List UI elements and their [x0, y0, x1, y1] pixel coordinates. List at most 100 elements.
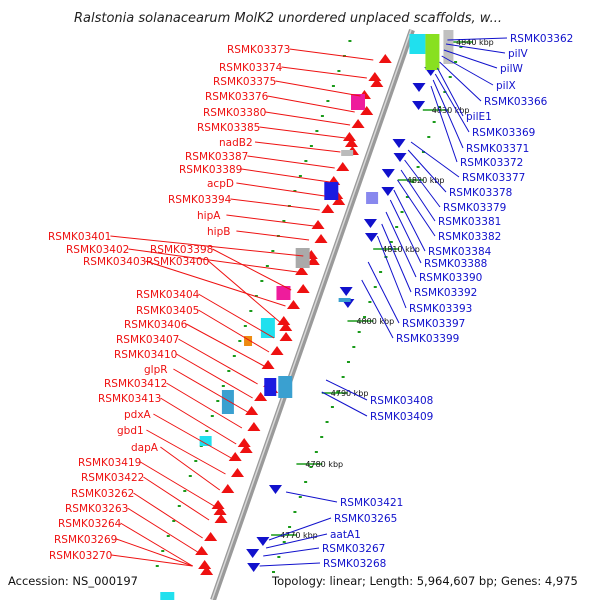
left-label-hipa: hipA [197, 210, 221, 222]
leader-line-left [173, 368, 248, 413]
guide-dot-right [373, 286, 377, 288]
left-label-rsmk03262: RSMK03262 [71, 488, 134, 500]
right-label-rsmk03388: RSMK03388 [424, 258, 487, 270]
guide-dot-right [282, 541, 286, 543]
guide-dot-right [421, 151, 425, 153]
guide-dot-left [155, 565, 159, 567]
tick-label-4790-kbp: 4790 kbp [331, 389, 369, 398]
left-label-rsmk03422: RSMK03422 [81, 472, 144, 484]
guide-dot-right [330, 406, 334, 408]
right-label-rsmk03390: RSMK03390 [419, 272, 482, 284]
right-label-rsmk03372: RSMK03372 [460, 157, 523, 169]
gene-block-grey [443, 30, 454, 64]
left-label-rsmk03403: RSMK03403 [83, 256, 146, 268]
left-label-rsmk03394: RSMK03394 [168, 194, 232, 206]
right-label-rsmk03268: RSMK03268 [323, 558, 386, 570]
right-label-rsmk03366: RSMK03366 [484, 96, 548, 108]
guide-dot-left [331, 85, 335, 87]
leader-line-right [376, 235, 407, 309]
guide-dot-right [320, 436, 324, 438]
forward-gene-arrow [245, 406, 259, 415]
left-label-rsmk03405: RSMK03405 [136, 305, 199, 317]
forward-gene-arrow [295, 266, 309, 275]
forward-gene-arrow [261, 360, 275, 369]
gene-block-green [425, 34, 440, 70]
leader-line-left [236, 230, 310, 241]
guide-dot-left [216, 400, 220, 402]
right-label-rsmk03267: RSMK03267 [322, 543, 385, 555]
forward-gene-arrow [311, 220, 325, 229]
leader-line-left [128, 248, 298, 273]
reverse-gene-arrow [246, 549, 260, 558]
leader-line-right [400, 169, 436, 222]
guide-dot-right [325, 421, 329, 423]
leader-line-left [259, 126, 346, 139]
left-label-rsmk03373: RSMK03373 [227, 44, 290, 56]
right-label-rsmk03378: RSMK03378 [449, 187, 512, 199]
guide-dot-left [293, 190, 297, 192]
left-label-rsmk03269: RSMK03269 [54, 534, 117, 546]
leader-line-left [212, 248, 292, 291]
leader-line-left [186, 323, 265, 367]
left-label-rsmk03270: RSMK03270 [49, 550, 112, 562]
left-label-rsmk03374: RSMK03374 [219, 62, 283, 74]
forward-gene-arrow [254, 392, 268, 401]
guide-dot-right [438, 106, 442, 108]
left-label-acpd: acpD [207, 178, 234, 190]
forward-gene-arrow [247, 422, 261, 431]
guide-dot-left [205, 430, 209, 432]
leader-line-right [430, 85, 458, 163]
leader-line-left [153, 413, 232, 459]
left-label-rsmk03389: RSMK03389 [179, 164, 242, 176]
gene-layer [160, 30, 454, 600]
leader-line-right [410, 141, 460, 178]
gene-block-cyan [160, 592, 175, 600]
forward-gene-arrow [344, 138, 358, 147]
leader-line-left [281, 66, 367, 79]
leader-line-left [120, 522, 193, 567]
forward-gene-arrow [200, 566, 214, 575]
forward-gene-arrow [332, 196, 346, 205]
forward-gene-arrow [211, 500, 225, 509]
forward-gene-arrow [277, 316, 291, 325]
forward-gene-arrow [306, 256, 320, 265]
guide-dot-left [271, 250, 275, 252]
leader-line-left [133, 492, 203, 539]
forward-gene-arrow [336, 162, 350, 171]
reverse-gene-arrow [268, 485, 282, 494]
guide-dot-right [288, 526, 292, 528]
guide-dot-left [282, 220, 286, 222]
gene-block-orange [244, 336, 253, 346]
guide-dot-right [341, 376, 345, 378]
gene-block-lavender [366, 192, 379, 204]
right-label-pile1: pilE1 [466, 111, 492, 123]
right-label-pilv: pilV [508, 48, 528, 60]
leader-line-left [110, 235, 304, 257]
guide-dot-right [454, 61, 458, 63]
guide-dot-right [432, 121, 436, 123]
leader-line-left [254, 141, 341, 153]
leader-line-left [176, 353, 253, 399]
backbone-highlight [211, 29, 412, 600]
left-label-pdxa: pdxA [124, 409, 152, 421]
guide-dot-left [194, 460, 198, 462]
gene-block-blue [264, 378, 277, 396]
left-label-dapa: dapA [131, 442, 159, 454]
guide-dot-left [249, 310, 253, 312]
leader-line-left [267, 95, 355, 113]
forward-gene-arrow [230, 468, 244, 477]
left-label-rsmk03263: RSMK03263 [65, 503, 128, 515]
tick-label-4800-kbp: 4800 kbp [356, 317, 394, 326]
right-label-rsmk03381: RSMK03381 [438, 216, 501, 228]
leader-line-right [259, 562, 321, 567]
forward-gene-arrow [314, 234, 328, 243]
leader-line-right [321, 391, 368, 417]
guide-dot-right [443, 91, 447, 93]
left-label-rsmk03400: RSMK03400 [146, 256, 209, 268]
guide-dot-right [336, 391, 340, 393]
forward-gene-arrow [270, 346, 284, 355]
guide-dot-left [337, 70, 341, 72]
guide-dot-left [161, 550, 165, 552]
leader-line-left [166, 382, 243, 429]
guide-dot-left [221, 385, 225, 387]
